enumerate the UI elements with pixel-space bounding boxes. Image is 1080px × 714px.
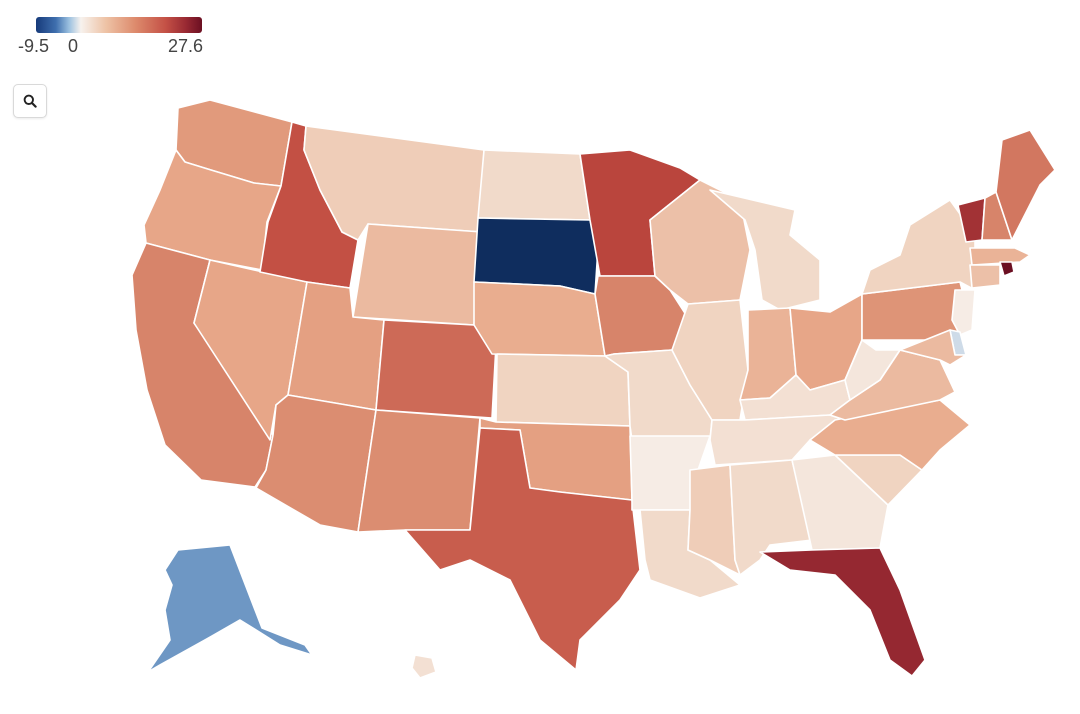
- state-ne[interactable]: [473, 281, 606, 357]
- state-fl[interactable]: [759, 547, 926, 677]
- search-icon: [23, 94, 37, 108]
- state-me[interactable]: [995, 129, 1056, 241]
- state-ak[interactable]: [147, 544, 313, 673]
- state-ri[interactable]: [999, 261, 1015, 277]
- state-ny[interactable]: [861, 199, 976, 295]
- state-nj[interactable]: [951, 289, 976, 336]
- legend-min-label: -9.5: [18, 36, 50, 56]
- state-co[interactable]: [375, 319, 498, 419]
- state-nm[interactable]: [357, 409, 481, 533]
- state-wy[interactable]: [352, 223, 483, 326]
- state-ct[interactable]: [969, 264, 1001, 289]
- legend-max-label: 27.6: [168, 36, 204, 56]
- state-nd[interactable]: [477, 149, 591, 221]
- state-tx[interactable]: [404, 427, 641, 671]
- state-ga[interactable]: [791, 454, 889, 551]
- state-md[interactable]: [899, 329, 967, 366]
- state-mi[interactable]: [709, 189, 821, 311]
- state-hi[interactable]: [411, 654, 437, 679]
- legend-zero-label: 0: [68, 36, 79, 56]
- state-ks[interactable]: [495, 353, 631, 427]
- search-button[interactable]: [13, 84, 47, 118]
- color-legend: -9.5 0 27.6: [18, 14, 208, 60]
- legend-color-bar: [36, 17, 202, 33]
- state-ma[interactable]: [969, 247, 1031, 266]
